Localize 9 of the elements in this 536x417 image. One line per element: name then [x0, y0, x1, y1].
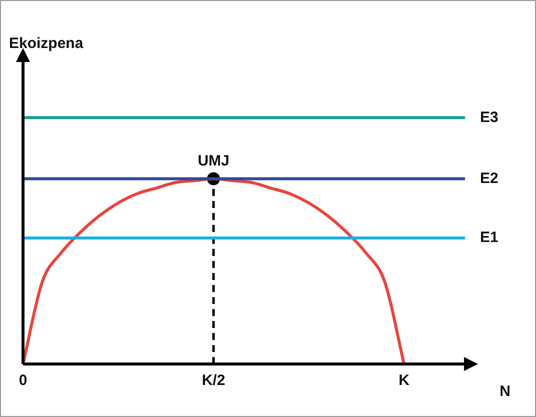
- x-axis-title: N: [500, 383, 510, 400]
- ref-line-label: E2: [480, 170, 498, 187]
- ref-line-label: E3: [480, 108, 498, 126]
- text: Ekoizpena: [9, 35, 84, 52]
- x-tick-label: K/2: [202, 372, 226, 390]
- annotation: UMJ: [198, 152, 230, 170]
- ref-line-label: E1: [480, 229, 498, 246]
- x-tick-label: 0: [18, 372, 28, 390]
- x-tick-label: K: [398, 372, 410, 390]
